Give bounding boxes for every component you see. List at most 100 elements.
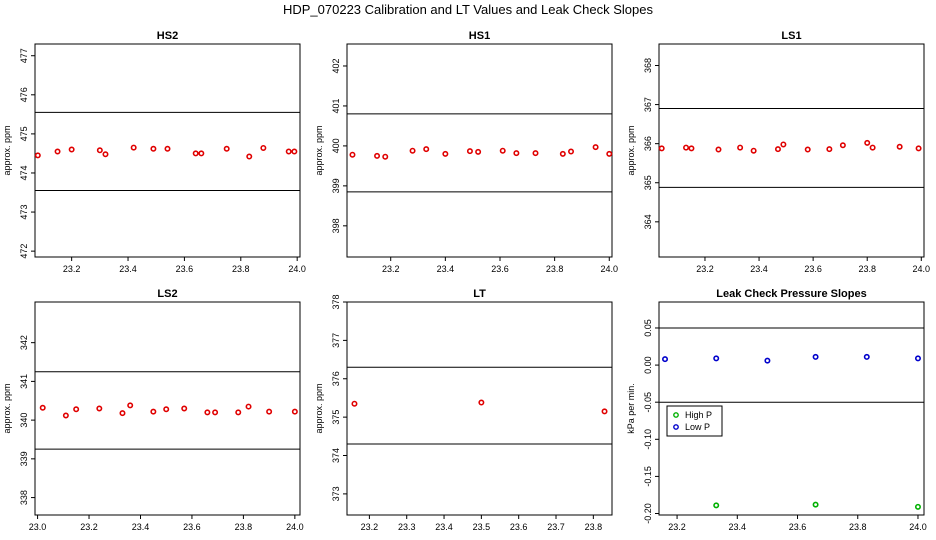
x-tick-label: 23.4	[435, 522, 453, 532]
x-tick-label: 23.8	[235, 522, 253, 532]
y-tick-label: 473	[19, 205, 29, 220]
data-point	[688, 145, 695, 152]
legend-box	[666, 405, 723, 437]
panel-title: LS1	[781, 30, 801, 42]
panel-title: Leak Check Pressure Slopes	[716, 288, 866, 300]
data-point	[568, 148, 575, 155]
y-axis-label: approx. ppm	[626, 125, 636, 175]
x-tick-label: 23.4	[132, 522, 150, 532]
data-point	[764, 357, 771, 364]
y-tick-label: 373	[331, 486, 341, 501]
y-tick-label: 374	[331, 448, 341, 463]
x-tick-label: 24.0	[288, 264, 306, 274]
data-point	[150, 408, 157, 415]
y-tick-label: 338	[19, 490, 29, 505]
data-point	[130, 144, 137, 151]
legend-marker	[673, 424, 679, 430]
x-tick-label: 23.7	[547, 522, 565, 532]
data-point	[601, 408, 608, 415]
data-point	[181, 405, 188, 412]
data-point	[713, 355, 720, 362]
data-point	[812, 353, 819, 360]
y-tick-label: -0.10	[643, 429, 653, 450]
data-point	[606, 150, 613, 157]
x-tick-label: 23.4	[437, 264, 455, 274]
y-tick-label: 376	[331, 371, 341, 386]
y-tick-label: 475	[19, 126, 29, 141]
panel-title: HS2	[157, 30, 178, 42]
plot-frame	[658, 301, 925, 516]
x-tick-label: 23.2	[696, 264, 714, 274]
data-point	[466, 148, 473, 155]
panel-ls2: LS2 approx. ppm 23.0 23.2 23.4 23.6 23.8 24.0…	[2, 288, 304, 532]
x-tick-label: 23.2	[668, 522, 686, 532]
data-point	[658, 145, 665, 152]
data-point	[374, 152, 381, 159]
data-point	[812, 501, 819, 508]
data-point	[826, 146, 833, 153]
data-point	[119, 410, 126, 417]
y-tick-label: 474	[19, 165, 29, 180]
data-point	[478, 399, 485, 406]
data-point	[559, 150, 566, 157]
data-point	[245, 403, 252, 410]
data-point	[198, 150, 205, 157]
y-tick-label: 472	[19, 244, 29, 259]
panel-lt: LT approx. ppm 23.2 23.3 23.4 23.5 23.6 23.7 2…	[314, 288, 613, 532]
x-tick-label: 24.0	[909, 522, 927, 532]
x-tick-label: 23.8	[849, 522, 867, 532]
data-point	[532, 150, 539, 157]
x-tick-label: 23.8	[858, 264, 876, 274]
data-point	[382, 153, 389, 160]
x-tick-label: 23.2	[382, 264, 400, 274]
panel-title: LT	[473, 288, 486, 300]
y-tick-label: 0.05	[643, 319, 653, 337]
data-point	[351, 400, 358, 407]
y-tick-label: 342	[19, 335, 29, 350]
x-tick-label: 23.4	[119, 264, 137, 274]
data-point	[291, 148, 298, 155]
data-point	[73, 406, 80, 413]
legend-label: Low P	[685, 422, 710, 432]
data-point	[62, 412, 69, 419]
plot-frame	[658, 43, 925, 258]
x-tick-label: 23.4	[729, 522, 747, 532]
data-point	[914, 355, 921, 362]
data-point	[150, 145, 157, 152]
x-tick-label: 23.8	[585, 522, 603, 532]
data-point	[127, 402, 134, 409]
data-point	[662, 356, 669, 363]
x-tick-label: 23.5	[473, 522, 491, 532]
x-tick-label: 23.2	[63, 264, 81, 274]
panel-hs2: HS2 approx. ppm 23.2 23.4 23.6 23.8 24.0 472 4…	[2, 30, 306, 274]
data-point	[192, 150, 199, 157]
data-point	[212, 409, 219, 416]
y-tick-label: 364	[643, 214, 653, 229]
data-point	[96, 147, 103, 154]
y-tick-label: 375	[331, 410, 341, 425]
y-tick-label: 340	[19, 413, 29, 428]
legend-label: High P	[685, 410, 712, 420]
panel-hs1: HS1 approx. ppm 23.2 23.4 23.6 23.8 24.0 398 3…	[314, 30, 618, 274]
x-tick-label: 23.3	[398, 522, 416, 532]
data-point	[423, 146, 430, 153]
y-axis-label: approx. ppm	[314, 383, 324, 433]
x-tick-label: 23.6	[789, 522, 807, 532]
data-point	[513, 150, 520, 157]
y-tick-label: 365	[643, 175, 653, 190]
data-point	[34, 152, 41, 159]
y-tick-label: 401	[331, 98, 341, 113]
y-tick-label: 341	[19, 374, 29, 389]
data-point	[896, 143, 903, 150]
y-tick-label: 378	[331, 294, 341, 309]
data-point	[914, 503, 921, 510]
data-point	[750, 147, 757, 154]
data-point	[715, 146, 722, 153]
y-tick-label: 476	[19, 87, 29, 102]
y-axis-label: approx. ppm	[2, 383, 12, 433]
panel-title: HS1	[469, 30, 490, 42]
data-point	[499, 147, 506, 154]
y-axis-label: kPa per min.	[626, 383, 636, 434]
data-point	[96, 405, 103, 412]
